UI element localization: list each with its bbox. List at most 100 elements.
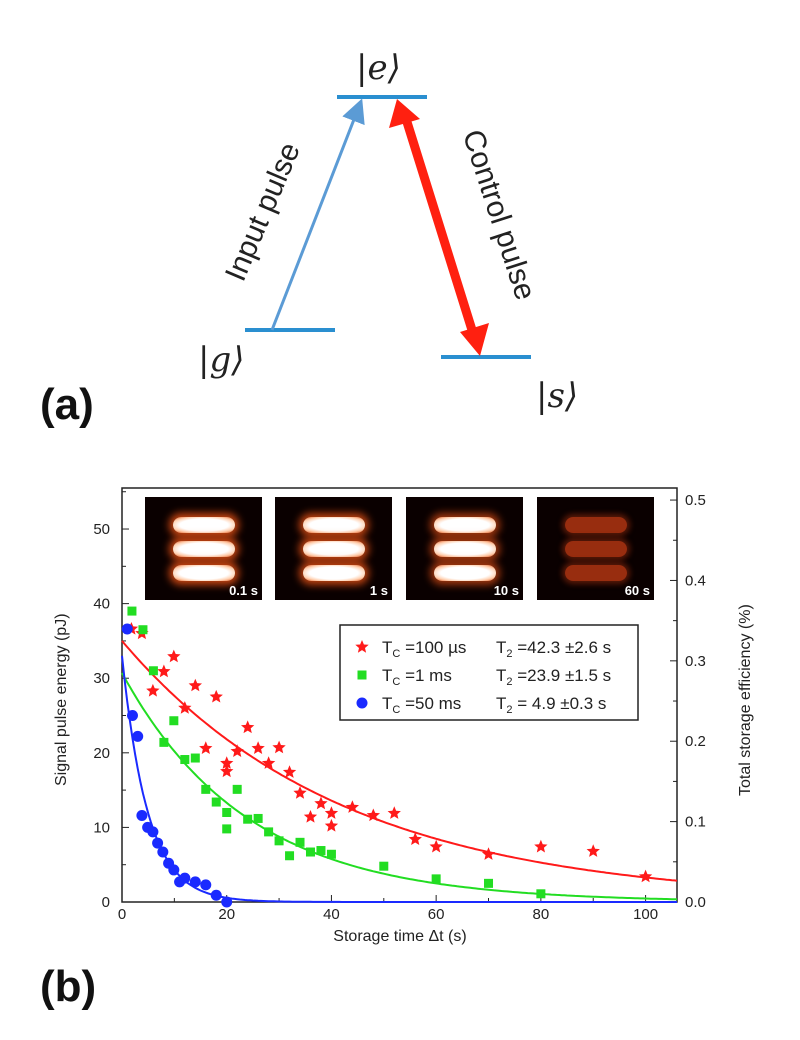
data-point-square <box>222 824 232 834</box>
input-pulse-arrow <box>270 98 365 331</box>
data-point-star <box>261 756 276 769</box>
data-point-square <box>232 784 242 794</box>
fit-curve-square <box>121 672 678 901</box>
data-point-star <box>220 756 234 769</box>
control-pulse-arrow <box>389 99 489 356</box>
legend-t2-label: T2 =42.3 ±2.6 s <box>496 638 611 660</box>
data-point-star <box>293 786 307 799</box>
x-tick-label: 0 <box>118 906 126 923</box>
y-right-tick-label: 0.1 <box>685 814 706 831</box>
data-point-square <box>222 807 232 817</box>
x-tick-label: 100 <box>633 906 658 923</box>
data-point-square <box>201 784 211 794</box>
legend-tc-label: TC =100 µs <box>382 638 466 660</box>
legend-t2-label: T2 = 4.9 ±0.3 s <box>496 694 606 716</box>
data-point-star <box>429 839 443 853</box>
data-point-star <box>188 678 202 692</box>
fit-curve-star <box>121 640 678 882</box>
image-stripe <box>565 541 627 557</box>
data-point-star <box>387 806 401 819</box>
x-tick-label: 60 <box>428 906 445 923</box>
fluorescence-image-inset: 10 s <box>406 497 523 600</box>
data-point-square <box>148 666 158 676</box>
data-point-circle <box>179 872 191 884</box>
y-right-tick-label: 0.2 <box>685 733 706 750</box>
data-point-square <box>285 851 295 861</box>
y-axis-right-title: Total storage efficiency (%) <box>737 604 754 796</box>
image-stripe <box>303 565 365 581</box>
data-point-circle <box>210 889 222 901</box>
legend-box <box>339 624 639 721</box>
x-tick-label: 40 <box>323 906 340 923</box>
data-point-square <box>316 846 326 856</box>
data-point-square <box>264 827 274 837</box>
data-point-star <box>146 683 160 697</box>
data-point-square <box>127 606 137 616</box>
data-point-circle <box>189 876 201 888</box>
ground-state-label: |g⟩ <box>198 340 245 380</box>
data-point-star <box>303 810 318 823</box>
data-point-square <box>253 813 263 823</box>
data-point-star <box>220 764 234 778</box>
data-point-square <box>536 889 546 899</box>
y-tick-label: 10 <box>93 819 110 836</box>
data-point-star <box>199 741 213 754</box>
y-axis-title: Signal pulse energy (pJ) <box>53 613 70 787</box>
data-point-star <box>241 720 255 734</box>
image-stripe <box>434 565 496 581</box>
data-point-star <box>534 839 548 853</box>
inset-time-label: 60 s <box>624 583 650 598</box>
inset-time-label: 1 s <box>369 583 388 598</box>
data-point-square <box>484 878 494 888</box>
data-point-circle <box>136 809 148 821</box>
y-tick-label: 50 <box>93 521 110 538</box>
fluorescence-image-inset: 0.1 s <box>145 497 262 600</box>
data-point-star <box>345 800 359 813</box>
data-point-square <box>159 737 169 747</box>
image-stripe <box>434 541 496 557</box>
inset-time-label: 0.1 s <box>229 583 258 598</box>
data-point-star <box>230 744 244 757</box>
image-stripe <box>173 565 235 581</box>
y-tick-label: 0 <box>102 894 110 911</box>
data-point-star <box>167 649 181 663</box>
legend-tc-label: TC =50 ms <box>382 694 461 716</box>
image-stripe <box>303 517 365 533</box>
data-point-star <box>272 740 286 754</box>
fluorescence-image-inset: 60 s <box>537 497 654 600</box>
image-stripe <box>173 541 235 557</box>
data-point-square <box>431 874 441 884</box>
data-point-star <box>324 806 339 819</box>
data-point-star <box>282 765 297 778</box>
data-point-square <box>326 849 336 859</box>
data-point-star <box>251 741 265 754</box>
data-point-square <box>169 716 179 726</box>
inset-time-label: 10 s <box>493 583 519 598</box>
data-point-circle <box>157 846 169 858</box>
energy-level-diagram <box>245 95 531 359</box>
x-tick-label: 80 <box>533 906 550 923</box>
data-point-square <box>243 814 253 824</box>
data-point-star <box>586 844 600 857</box>
panel-a-label: (a) <box>40 380 94 429</box>
data-point-star <box>408 832 422 845</box>
data-point-square <box>180 755 190 765</box>
data-point-circle <box>168 864 180 876</box>
data-point-circle <box>132 730 144 742</box>
panel-b-label: (b) <box>40 962 97 1011</box>
data-point-star <box>638 869 653 883</box>
data-point-square <box>138 625 148 635</box>
data-point-square <box>274 836 284 846</box>
storage-state-label: |s⟩ <box>536 376 579 416</box>
y-tick-label: 30 <box>93 670 110 687</box>
data-point-star <box>209 689 223 703</box>
image-stripe <box>565 565 627 581</box>
legend-tc-label: TC =1 ms <box>382 666 452 688</box>
x-axis-title: Storage time Δt (s) <box>333 928 467 945</box>
excited-state-label: |e⟩ <box>356 48 401 88</box>
data-point-star <box>157 664 171 678</box>
y-right-tick-label: 0.0 <box>685 894 706 911</box>
data-point-star <box>366 808 380 822</box>
y-right-tick-label: 0.4 <box>685 572 706 589</box>
